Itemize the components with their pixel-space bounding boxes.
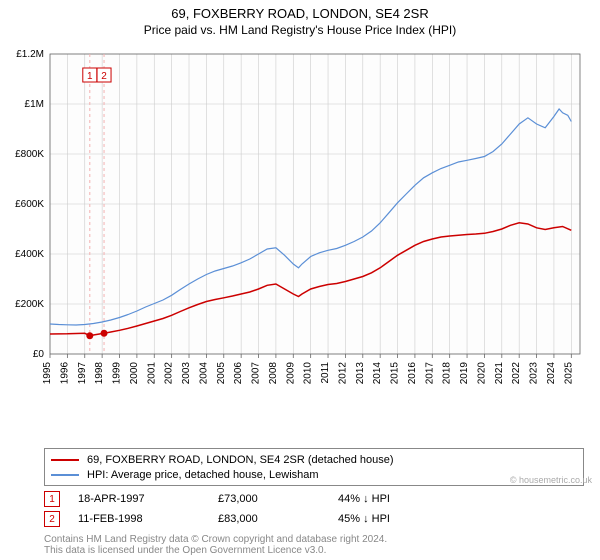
svg-text:2004: 2004 — [198, 362, 209, 385]
svg-text:2018: 2018 — [442, 362, 453, 385]
svg-text:1995: 1995 — [42, 362, 53, 385]
svg-text:2007: 2007 — [251, 362, 262, 385]
svg-text:2021: 2021 — [494, 362, 505, 385]
svg-text:1997: 1997 — [77, 362, 88, 385]
svg-text:2022: 2022 — [511, 362, 522, 385]
svg-text:1999: 1999 — [112, 362, 123, 385]
svg-text:2016: 2016 — [407, 362, 418, 385]
chart-subtitle: Price paid vs. HM Land Registry's House … — [0, 21, 600, 37]
svg-text:2025: 2025 — [563, 362, 574, 385]
svg-text:£200K: £200K — [15, 299, 44, 310]
svg-text:2: 2 — [101, 71, 107, 82]
svg-text:2024: 2024 — [546, 362, 557, 385]
sales-row-1: 1 18-APR-1997 £73,000 44% ↓ HPI — [44, 489, 584, 509]
svg-text:2008: 2008 — [268, 362, 279, 385]
sales-table: 1 18-APR-1997 £73,000 44% ↓ HPI 2 11-FEB… — [44, 489, 584, 529]
svg-text:2006: 2006 — [233, 362, 244, 385]
svg-text:£800K: £800K — [15, 149, 44, 160]
legend-row-price: 69, FOXBERRY ROAD, LONDON, SE4 2SR (deta… — [51, 452, 577, 467]
svg-text:1: 1 — [87, 71, 93, 82]
svg-text:2009: 2009 — [285, 362, 296, 385]
sales-date-1: 18-APR-1997 — [78, 493, 218, 505]
svg-text:2013: 2013 — [355, 362, 366, 385]
svg-text:£0: £0 — [33, 349, 45, 360]
svg-text:£600K: £600K — [15, 199, 44, 210]
copyright: © housemetric.co.uk — [510, 475, 592, 485]
svg-text:£400K: £400K — [15, 249, 44, 260]
legend-label-hpi: HPI: Average price, detached house, Lewi… — [87, 469, 319, 481]
svg-text:1996: 1996 — [59, 362, 70, 385]
sales-row-2: 2 11-FEB-1998 £83,000 45% ↓ HPI — [44, 509, 584, 529]
svg-text:2012: 2012 — [337, 362, 348, 385]
sales-price-1: £73,000 — [218, 493, 338, 505]
svg-text:£1.2M: £1.2M — [16, 49, 44, 60]
svg-text:2011: 2011 — [320, 362, 331, 384]
attribution: Contains HM Land Registry data © Crown c… — [44, 534, 387, 556]
legend-label-price: 69, FOXBERRY ROAD, LONDON, SE4 2SR (deta… — [87, 454, 394, 466]
svg-text:2001: 2001 — [146, 362, 157, 385]
legend-row-hpi: HPI: Average price, detached house, Lewi… — [51, 467, 577, 482]
attribution-line-2: This data is licensed under the Open Gov… — [44, 545, 387, 556]
svg-text:2000: 2000 — [129, 362, 140, 385]
svg-text:2002: 2002 — [164, 362, 175, 385]
svg-text:2017: 2017 — [424, 362, 435, 385]
svg-text:2019: 2019 — [459, 362, 470, 385]
legend-swatch-hpi — [51, 474, 79, 476]
sales-badge-1: 1 — [44, 491, 60, 507]
sales-badge-2: 2 — [44, 511, 60, 527]
svg-text:2015: 2015 — [390, 362, 401, 385]
chart-title: 69, FOXBERRY ROAD, LONDON, SE4 2SR — [0, 0, 600, 21]
svg-text:2023: 2023 — [529, 362, 540, 385]
sales-pct-1: 44% ↓ HPI — [338, 493, 478, 505]
svg-text:2014: 2014 — [372, 362, 383, 385]
attribution-line-1: Contains HM Land Registry data © Crown c… — [44, 534, 387, 545]
svg-text:2005: 2005 — [216, 362, 227, 385]
svg-text:2003: 2003 — [181, 362, 192, 385]
legend-box: 69, FOXBERRY ROAD, LONDON, SE4 2SR (deta… — [44, 448, 584, 486]
svg-text:£1M: £1M — [25, 99, 44, 110]
svg-text:1998: 1998 — [94, 362, 105, 385]
legend-swatch-price — [51, 459, 79, 461]
sales-price-2: £83,000 — [218, 513, 338, 525]
sales-date-2: 11-FEB-1998 — [78, 513, 218, 525]
sales-pct-2: 45% ↓ HPI — [338, 513, 478, 525]
chart-area: £0£200K£400K£600K£800K£1M£1.2M1995199619… — [48, 50, 588, 400]
svg-text:2020: 2020 — [476, 362, 487, 385]
chart-svg: £0£200K£400K£600K£800K£1M£1.2M1995199619… — [48, 50, 588, 400]
svg-text:2010: 2010 — [303, 362, 314, 385]
